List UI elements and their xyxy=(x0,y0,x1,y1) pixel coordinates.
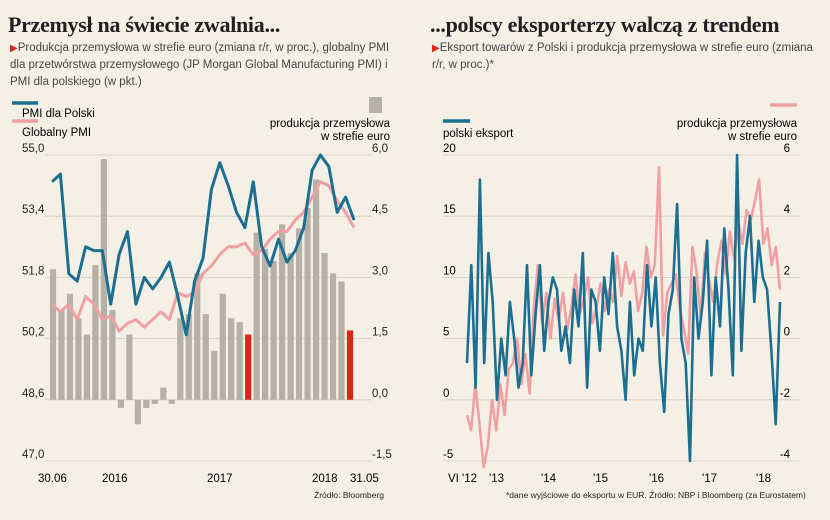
left-axis-tick-label: 20 xyxy=(443,143,456,155)
x-axis-tick-label: 30.06 xyxy=(38,473,67,485)
bar xyxy=(160,387,167,400)
right-axis-tick-label: -4 xyxy=(780,449,791,461)
legend-label-production-2: w strefie euro xyxy=(727,131,797,143)
bar xyxy=(151,399,158,404)
left-axis-tick-label: 10 xyxy=(443,265,456,277)
x-axis-tick-label: 31.05 xyxy=(350,473,379,485)
bar xyxy=(194,273,201,400)
x-axis-tick-label: 2017 xyxy=(207,473,233,485)
x-axis-tick-label: VI '12 xyxy=(448,473,477,485)
right-axis-tick-label: 3,0 xyxy=(372,265,388,277)
left-axis-tick-label: 0 xyxy=(443,388,449,400)
left-axis-tick-label: 15 xyxy=(443,204,456,216)
triangle-marker-icon: ▶ xyxy=(10,43,18,54)
bar xyxy=(211,350,218,400)
right-axis-tick-label: 0 xyxy=(784,327,790,339)
bar xyxy=(58,310,65,400)
bar xyxy=(185,314,192,400)
bar xyxy=(279,224,286,400)
right-title: ...polscy eksporterzy walczą z trendem xyxy=(430,12,780,37)
bar xyxy=(134,399,141,425)
bar xyxy=(117,399,124,408)
x-axis-tick-label: '16 xyxy=(649,473,664,485)
bar xyxy=(75,318,82,400)
bar xyxy=(338,281,345,400)
left-axis-tick-label: 53,4 xyxy=(22,204,45,216)
legend-label-pmi-pl: PMI dla Polski xyxy=(22,108,95,120)
x-axis-tick-label: '18 xyxy=(756,473,771,485)
bar xyxy=(262,248,269,400)
left-axis-tick-label: 51,8 xyxy=(22,265,44,277)
bar xyxy=(253,232,260,400)
left-axis-tick-label: 55,0 xyxy=(22,143,44,155)
right-axis-tick-label: 6 xyxy=(784,143,790,155)
right-axis-tick-label: -2 xyxy=(780,388,790,400)
right-axis-tick-label: 4,5 xyxy=(372,204,388,216)
bar xyxy=(321,252,328,400)
bar xyxy=(49,269,57,400)
right-subtitle: ▶Eksport towarów z Polski i produkcja pr… xyxy=(432,40,824,74)
bar xyxy=(219,293,226,400)
bar xyxy=(168,399,175,404)
left-axis-tick-label: 48,6 xyxy=(22,388,44,400)
right-subtitle-text: Eksport towarów z Polski i produkcja prz… xyxy=(432,42,813,71)
left-source: Źródło: Bloomberg xyxy=(314,490,384,500)
pmi-global-line xyxy=(50,180,356,333)
x-axis-tick-label: '17 xyxy=(702,473,717,485)
right-axis-tick-label: -1,5 xyxy=(372,449,392,461)
legend-label-export: polski eksport xyxy=(443,128,514,140)
x-axis-tick-label: '13 xyxy=(489,473,504,485)
legend-swatch-bars xyxy=(369,97,382,113)
left-axis-tick-label: 5 xyxy=(443,327,449,339)
x-axis-tick-label: 2016 xyxy=(102,473,128,485)
bar xyxy=(287,252,294,400)
legend-label-bars-1: produkcja przemysłowa xyxy=(270,118,391,130)
bar xyxy=(295,228,303,400)
triangle-marker-icon: ▶ xyxy=(432,43,440,54)
bar xyxy=(329,273,337,400)
right-axis-tick-label: 1,5 xyxy=(372,327,388,339)
bar xyxy=(270,261,277,400)
right-axis-tick-label: 4 xyxy=(784,204,791,216)
legend-label-pmi-global: Globalny PMI xyxy=(22,127,91,139)
bar xyxy=(245,334,252,400)
pmi-pl-line xyxy=(50,153,356,337)
bar xyxy=(109,310,116,400)
left-subtitle-text: Produkcja przemysłowa w strefie euro (zm… xyxy=(10,42,390,88)
left-axis-tick-label: 50,2 xyxy=(22,327,44,339)
bar xyxy=(228,318,235,400)
bar xyxy=(66,293,74,400)
bar xyxy=(126,334,133,400)
left-axis-tick-label: -5 xyxy=(443,449,453,461)
right-axis-tick-label: 0,0 xyxy=(372,388,388,400)
bar xyxy=(143,399,150,408)
left-title: Przemysł na świecie zwalnia... xyxy=(8,12,281,37)
bar xyxy=(312,179,320,400)
bar xyxy=(304,208,311,400)
bar xyxy=(83,334,91,400)
left-axis-tick-label: 47,0 xyxy=(22,449,44,461)
bar xyxy=(177,318,184,400)
bar xyxy=(92,265,99,400)
export-line xyxy=(465,153,782,463)
bar xyxy=(202,314,209,400)
production-line xyxy=(465,165,782,469)
legend-label-bars-2: w strefie euro xyxy=(320,131,390,143)
x-axis-tick-label: '15 xyxy=(593,473,608,485)
x-axis-tick-label: 2018 xyxy=(312,473,338,485)
legend-label-production-1: produkcja przemysłowa xyxy=(677,118,798,130)
right-source: *dane wyjściowe do eksportu w EUR. Źródł… xyxy=(506,490,806,500)
bar xyxy=(346,330,354,400)
right-axis-tick-label: 2 xyxy=(784,265,790,277)
left-chart: 55,0 6,0 53,4 4,5 51,8 3,0 50,2 1,5 48,6 0,0 47,0 -… xyxy=(12,97,392,485)
bar xyxy=(236,322,243,400)
right-axis-tick-label: 6,0 xyxy=(372,143,388,155)
x-axis-tick-label: '14 xyxy=(541,473,557,485)
left-subtitle: ▶Produkcja przemysłowa w strefie euro (z… xyxy=(10,40,405,91)
bar xyxy=(100,159,108,400)
